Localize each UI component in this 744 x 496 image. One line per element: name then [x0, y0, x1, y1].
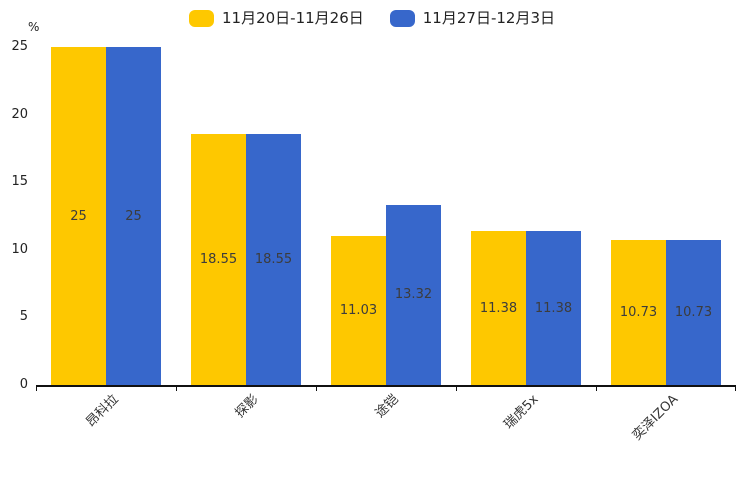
x-axis-tick	[735, 385, 736, 391]
bar[interactable]: 18.55	[191, 134, 246, 385]
plot-area: 25 25 18.55 18.55 11.03 13.32 11.38 11.38 10.73 1…	[36, 47, 736, 391]
bar[interactable]: 13.32	[386, 204, 441, 385]
x-category-label[interactable]: 探影	[232, 392, 262, 422]
bar-value-label: 11.03	[339, 302, 378, 318]
legend-item-week1[interactable]: 11月20日-11月26日	[189, 8, 364, 27]
y-tick-label: 10	[11, 241, 28, 257]
bar-value-label: 13.32	[394, 287, 433, 303]
bar[interactable]: 18.55	[246, 134, 301, 385]
x-axis-labels: 昂科拉 探影 途铠 瑞虎5x 奕泽IZOA	[36, 392, 736, 492]
y-tick-label: 15	[11, 174, 28, 190]
legend-swatch-blue	[389, 9, 415, 27]
x-axis-tick	[316, 385, 317, 391]
bar[interactable]: 10.73	[666, 239, 721, 385]
legend-item-week2[interactable]: 11月27日-12月3日	[389, 8, 555, 27]
x-category-label[interactable]: 昂科拉	[83, 392, 122, 431]
bar[interactable]: 10.73	[611, 239, 666, 385]
x-category-label[interactable]: 途铠	[372, 392, 402, 422]
bar[interactable]: 11.38	[526, 231, 581, 385]
bar-value-label: 11.38	[534, 300, 573, 316]
legend-label-week1: 11月20日-11月26日	[222, 8, 364, 27]
y-tick-label: 25	[11, 39, 28, 54]
bar-value-label: 11.38	[479, 300, 518, 316]
legend-label-week2: 11月27日-12月3日	[422, 8, 555, 27]
bar-value-label: 10.73	[674, 304, 713, 320]
legend-swatch-yellow	[189, 9, 214, 27]
x-category-label[interactable]: 奕泽IZOA	[630, 392, 682, 444]
y-tick-label: 0	[19, 377, 28, 392]
bar[interactable]: 11.03	[331, 235, 386, 385]
bar[interactable]: 11.38	[471, 231, 526, 385]
bar-value-label: 25	[125, 208, 142, 224]
x-axis-tick	[176, 385, 177, 391]
bar[interactable]: 25	[51, 47, 106, 385]
legend: 11月20日-11月26日 11月27日-12月3日	[0, 7, 744, 29]
bar-value-label: 25	[70, 208, 87, 224]
bar-value-label: 18.55	[254, 252, 293, 268]
bar-value-label: 10.73	[619, 304, 658, 320]
y-axis-unit-label: %	[28, 20, 40, 34]
x-axis-tick	[456, 385, 457, 391]
x-category-label[interactable]: 瑞虎5x	[501, 392, 542, 433]
bar-value-label: 18.55	[199, 252, 238, 268]
y-tick-label: 5	[19, 309, 28, 325]
x-axis-tick	[596, 385, 597, 391]
bar[interactable]: 25	[106, 47, 161, 385]
x-axis-tick	[36, 385, 37, 391]
y-tick-label: 20	[11, 106, 28, 122]
